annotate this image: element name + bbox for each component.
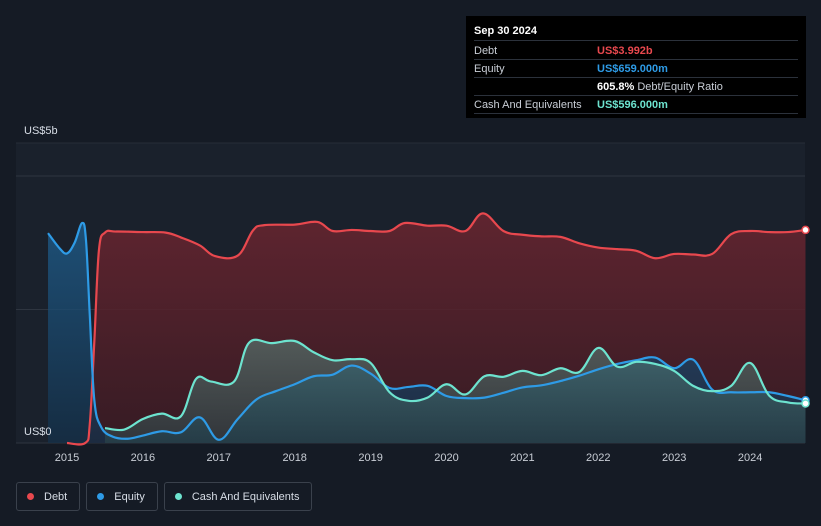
tooltip-value: US$659.000m bbox=[597, 63, 668, 75]
tooltip-row-cash: Cash And Equivalents US$596.000m bbox=[474, 97, 798, 114]
tooltip-value: 605.8% bbox=[597, 81, 635, 93]
y-axis-top-label: US$5b bbox=[24, 125, 58, 137]
x-tick-label: 2022 bbox=[586, 452, 610, 464]
tooltip-row-debt: Debt US$3.992b bbox=[474, 43, 798, 60]
legend-label: Cash And Equivalents bbox=[191, 490, 300, 503]
tooltip-value: US$596.000m bbox=[597, 99, 668, 111]
legend-label: Debt bbox=[44, 490, 68, 503]
tooltip-label: Equity bbox=[474, 63, 505, 75]
tooltip-label: Cash And Equivalents bbox=[474, 99, 582, 111]
y-axis-bottom-label: US$0 bbox=[24, 426, 52, 438]
debt-end-marker bbox=[801, 225, 810, 235]
x-tick-label: 2021 bbox=[510, 452, 534, 464]
tooltip-panel: Sep 30 2024 Debt US$3.992b Equity US$659… bbox=[466, 16, 806, 118]
cash-and-equivalents-end-marker bbox=[801, 399, 810, 408]
x-tick-label: 2017 bbox=[207, 452, 231, 464]
equity-line bbox=[47, 221, 806, 441]
tooltip-date: Sep 30 2024 bbox=[474, 24, 798, 41]
legend: Debt Equity Cash And Equivalents bbox=[16, 482, 313, 511]
tooltip-row-ratio: 605.8% Debt/Equity Ratio bbox=[474, 79, 798, 96]
x-tick-label: 2024 bbox=[738, 452, 762, 464]
x-tick-label: 2016 bbox=[131, 452, 155, 464]
legend-item-equity[interactable]: Equity bbox=[86, 482, 158, 511]
x-tick-label: 2020 bbox=[434, 452, 458, 464]
dot-icon bbox=[174, 493, 182, 500]
dot-icon bbox=[27, 493, 34, 500]
legend-label: Equity bbox=[114, 490, 145, 503]
tooltip-suffix: Debt/Equity Ratio bbox=[637, 81, 723, 93]
cash-and-equivalents-line bbox=[104, 338, 806, 432]
dot-icon bbox=[97, 493, 105, 500]
legend-item-cash[interactable]: Cash And Equivalents bbox=[163, 482, 313, 511]
tooltip-row-equity: Equity US$659.000m bbox=[474, 61, 798, 78]
debt-line bbox=[66, 212, 806, 446]
x-tick-label: 2018 bbox=[282, 452, 306, 464]
tooltip-value: US$3.992b bbox=[597, 45, 653, 57]
tooltip-label: Debt bbox=[474, 45, 498, 57]
x-tick-label: 2023 bbox=[662, 452, 686, 464]
legend-item-debt[interactable]: Debt bbox=[16, 482, 81, 511]
cash-and-equivalents-area bbox=[104, 339, 806, 443]
x-tick-label: 2015 bbox=[55, 452, 79, 464]
debt-equity-chart: US$5b US$0 2015 2016 2017 2018 2019 2020 2021 202… bbox=[16, 125, 810, 464]
x-tick-label: 2019 bbox=[358, 452, 382, 464]
